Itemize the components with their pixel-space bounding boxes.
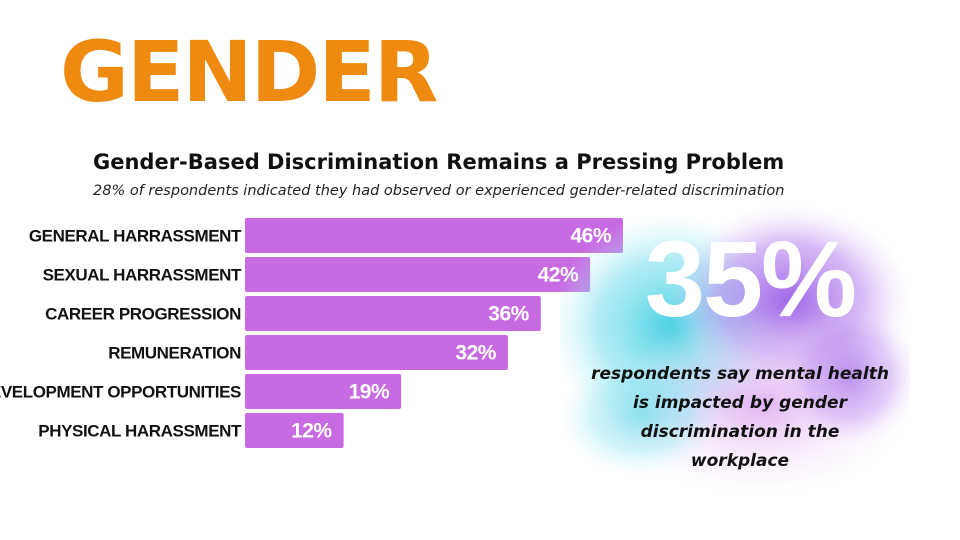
stat-value: 35%: [644, 218, 857, 339]
bar: [245, 413, 344, 448]
chart-subtitle: 28% of respondents indicated they had ob…: [93, 183, 785, 199]
headline: GENDER: [60, 23, 438, 121]
stat-caption: respondents say mental health is impacte…: [591, 364, 889, 471]
bar: [245, 335, 508, 370]
value-label: 42%: [538, 264, 579, 287]
category-label: SEXUAL HARRASSMENT: [43, 266, 242, 285]
bar: [245, 374, 402, 409]
value-label: 19%: [349, 381, 390, 404]
value-label: 36%: [488, 303, 529, 326]
category-label: GENERAL HARRASSMENT: [29, 227, 242, 246]
value-label: 12%: [291, 420, 332, 443]
category-label: DEVELOPMENT OPPORTUNITIES: [0, 383, 241, 402]
category-label: CAREER PROGRESSION: [45, 305, 241, 324]
bar: [245, 218, 623, 253]
bar: [245, 296, 541, 331]
value-label: 32%: [455, 342, 496, 365]
category-label: PHYSICAL HARASSMENT: [38, 422, 242, 441]
bar: [245, 257, 591, 292]
category-label: REMUNERATION: [108, 344, 241, 363]
chart-title: Gender-Based Discrimination Remains a Pr…: [93, 150, 785, 174]
